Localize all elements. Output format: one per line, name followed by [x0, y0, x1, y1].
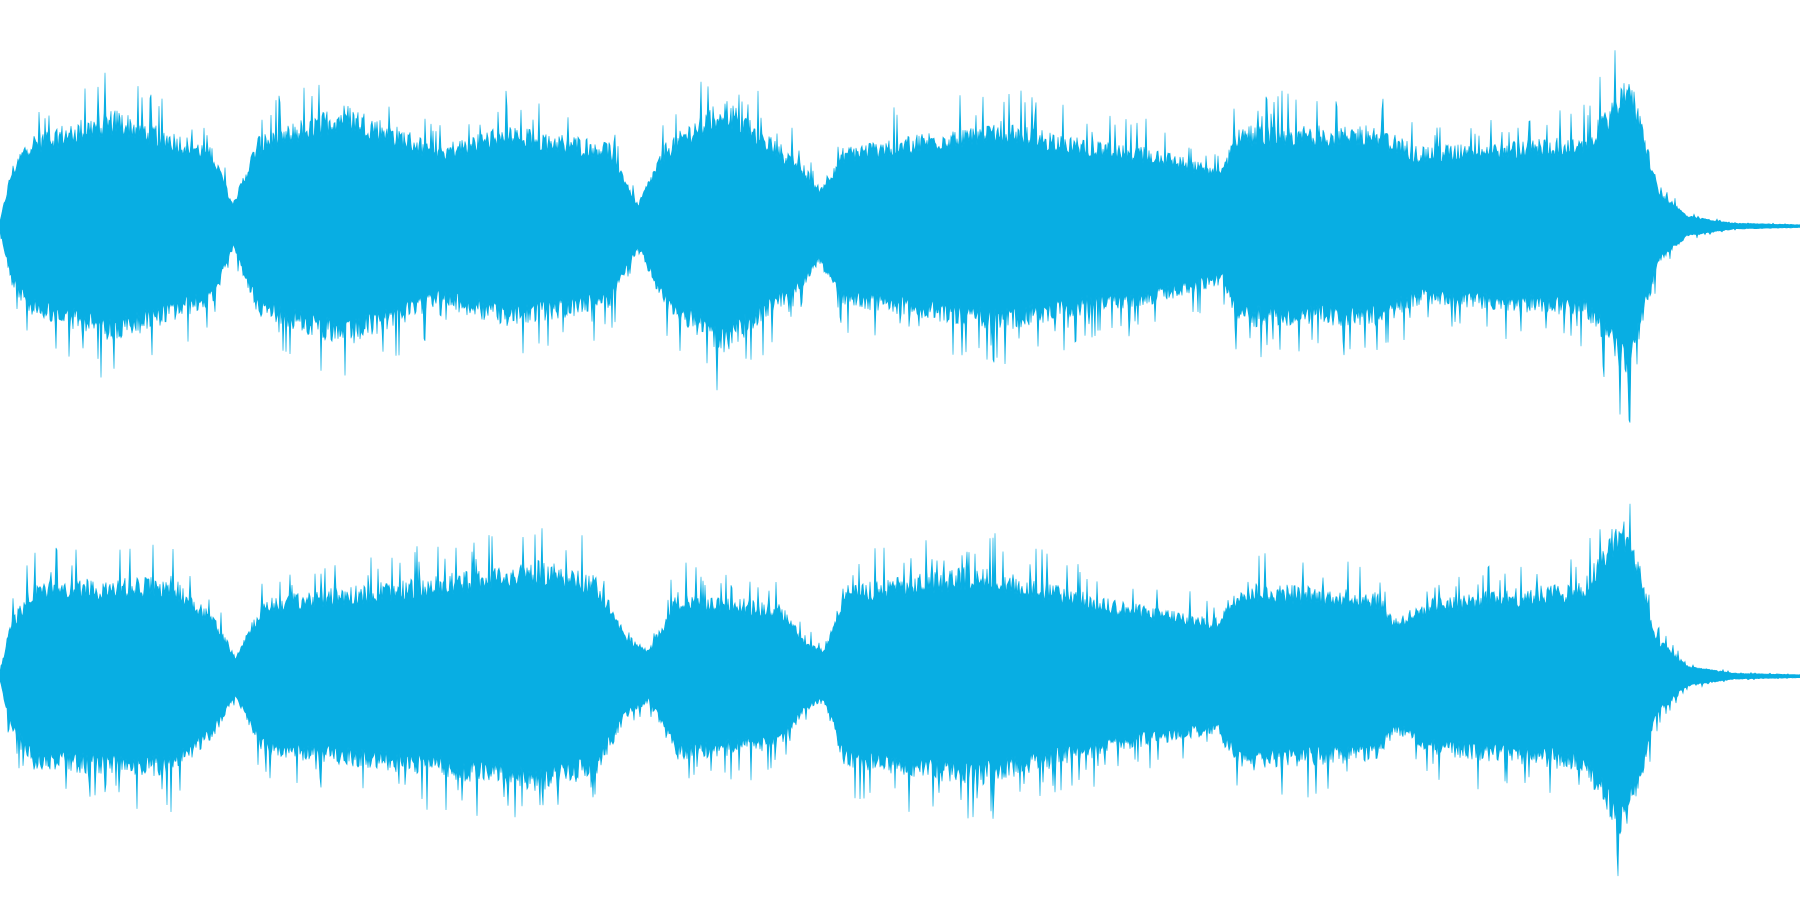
left-channel-waveform	[0, 50, 1800, 423]
right-channel-waveform	[0, 503, 1800, 877]
